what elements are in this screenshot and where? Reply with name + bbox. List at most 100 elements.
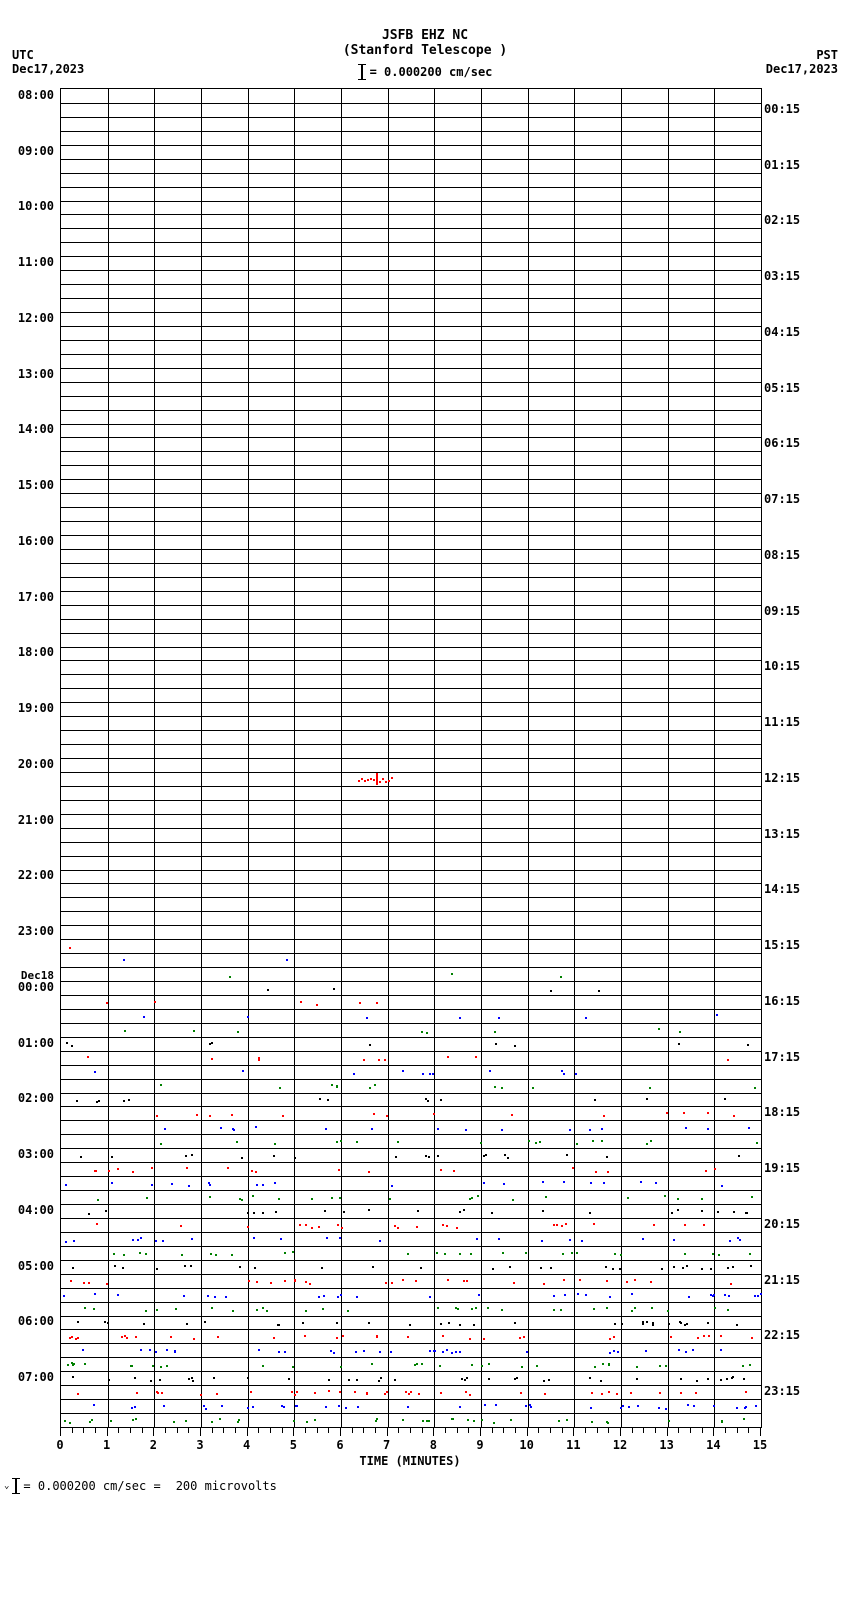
- noise-dot: [339, 1237, 341, 1239]
- x-tick-minor: [538, 1428, 539, 1433]
- noise-dot: [707, 1322, 709, 1324]
- noise-dot: [701, 1210, 703, 1212]
- noise-dot: [590, 1182, 592, 1184]
- spike-wiggle: [358, 780, 360, 782]
- noise-dot: [111, 1156, 113, 1158]
- grid-hline: [61, 591, 761, 592]
- noise-dot: [636, 1378, 638, 1380]
- noise-dot: [745, 1391, 747, 1393]
- noise-dot: [655, 1182, 657, 1184]
- noise-dot: [410, 1391, 412, 1393]
- station-code: JSFB EHZ NC: [0, 28, 850, 43]
- noise-dot: [159, 1379, 161, 1381]
- noise-dot: [117, 1168, 119, 1170]
- utc-time-label: 14:00: [6, 422, 54, 436]
- noise-dot: [82, 1349, 84, 1351]
- noise-dot: [425, 1155, 427, 1157]
- noise-dot: [526, 1351, 528, 1353]
- noise-dot: [467, 1419, 469, 1421]
- noise-dot: [390, 1351, 392, 1353]
- noise-dot: [105, 1210, 107, 1212]
- noise-dot: [378, 1059, 380, 1061]
- noise-dot: [685, 1127, 687, 1129]
- x-tick-major: [60, 1428, 61, 1436]
- noise-dot: [514, 1322, 516, 1324]
- noise-dot: [732, 1376, 734, 1378]
- noise-dot: [748, 1127, 750, 1129]
- noise-dot: [95, 1170, 97, 1172]
- noise-dot: [429, 1073, 431, 1075]
- noise-dot: [728, 1295, 730, 1297]
- pst-time-label: 20:15: [764, 1217, 800, 1231]
- utc-time-label: 15:00: [6, 478, 54, 492]
- noise-dot: [255, 1171, 257, 1173]
- spike-wiggle: [382, 778, 384, 780]
- noise-dot: [294, 1157, 296, 1159]
- noise-dot: [111, 1182, 113, 1184]
- grid-hline: [61, 1218, 761, 1219]
- x-tick-major: [480, 1428, 481, 1436]
- noise-dot: [640, 1181, 642, 1183]
- noise-dot: [442, 1351, 444, 1353]
- noise-dot: [414, 1364, 416, 1366]
- noise-dot: [613, 1350, 615, 1352]
- noise-dot: [561, 1070, 563, 1072]
- noise-dot: [646, 1321, 648, 1323]
- noise-dot: [154, 1001, 156, 1003]
- grid-hline: [61, 674, 761, 675]
- noise-dot: [314, 1419, 316, 1421]
- x-tick-major: [247, 1428, 248, 1436]
- noise-dot: [469, 1394, 471, 1396]
- grid-hline: [61, 897, 761, 898]
- x-tick-major: [760, 1428, 761, 1436]
- noise-dot: [386, 1391, 388, 1393]
- noise-dot: [341, 1227, 343, 1229]
- noise-dot: [487, 1307, 489, 1309]
- noise-dot: [389, 1198, 391, 1200]
- noise-dot: [480, 1142, 482, 1144]
- noise-dot: [453, 1170, 455, 1172]
- noise-dot: [473, 1420, 475, 1422]
- noise-dot: [372, 1266, 374, 1268]
- grid-hline: [61, 939, 761, 940]
- noise-dot: [262, 1365, 264, 1367]
- grid-hline: [61, 758, 761, 759]
- noise-dot: [579, 1279, 581, 1281]
- noise-dot: [262, 1212, 264, 1214]
- x-tick-minor: [363, 1428, 364, 1433]
- noise-dot: [658, 1028, 660, 1030]
- grid-hline: [61, 1051, 761, 1052]
- noise-dot: [558, 1420, 560, 1422]
- x-tick-minor: [422, 1428, 423, 1433]
- noise-dot: [356, 1379, 358, 1381]
- noise-dot: [262, 1307, 264, 1309]
- tz-right-label: PST: [766, 48, 838, 62]
- noise-dot: [386, 1115, 388, 1117]
- grid-hline: [61, 870, 761, 871]
- noise-dot: [677, 1198, 679, 1200]
- noise-dot: [680, 1322, 682, 1324]
- noise-dot: [247, 1407, 249, 1409]
- x-tick-minor: [702, 1428, 703, 1433]
- grid-hline: [61, 549, 761, 550]
- noise-dot: [475, 1307, 477, 1309]
- noise-dot: [331, 1197, 333, 1199]
- noise-dot: [391, 1282, 393, 1284]
- noise-dot: [591, 1421, 593, 1423]
- pst-time-label: 16:15: [764, 994, 800, 1008]
- x-tick-label: 13: [659, 1438, 673, 1452]
- noise-dot: [701, 1268, 703, 1270]
- noise-dot: [216, 1393, 218, 1395]
- x-tick-major: [153, 1428, 154, 1436]
- noise-dot: [727, 1309, 729, 1311]
- noise-dot: [151, 1167, 153, 1169]
- noise-dot: [69, 1422, 71, 1424]
- header: JSFB EHZ NC (Stanford Telescope ) = 0.00…: [0, 0, 850, 80]
- noise-dot: [471, 1364, 473, 1366]
- noise-dot: [137, 1239, 139, 1241]
- tz-left-date: Dec17,2023: [12, 62, 84, 76]
- noise-dot: [651, 1307, 653, 1309]
- noise-dot: [385, 1282, 387, 1284]
- noise-dot: [166, 1365, 168, 1367]
- noise-dot: [727, 1059, 729, 1061]
